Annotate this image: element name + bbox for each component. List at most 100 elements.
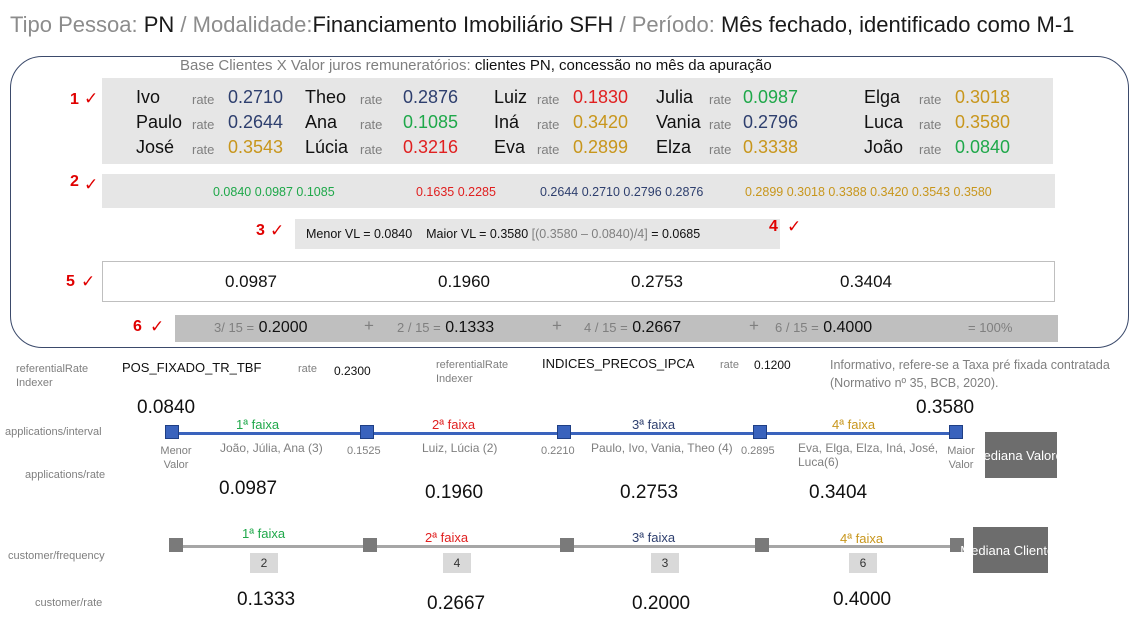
sorted-panel [102, 174, 1055, 208]
client-rate-label: rate [709, 142, 732, 157]
clients-panel [102, 78, 1053, 164]
check-icon: ✓ [270, 221, 285, 240]
frequency-marker [363, 538, 377, 552]
cust-rate-4: 0.4000 [833, 589, 892, 610]
client-rate-label: rate [919, 117, 942, 132]
medians-panel [102, 261, 1055, 302]
sorted-group-navy: 0.2644 0.2710 0.2796 0.2876 [540, 185, 704, 199]
header-value-periodo: Mês fechado, identificado como M-1 [720, 12, 1075, 37]
client-rate-label: rate [360, 92, 383, 107]
sorted-group-green: 0.0840 0.0987 0.1085 [213, 185, 335, 199]
indexer-value-left: POS_FIXADO_TR_TBF [122, 360, 262, 375]
cut-value-2: 0.2210 [541, 445, 575, 457]
indexer-label-right: referentialRate Indexer [436, 359, 509, 385]
client-name: Eva [494, 137, 526, 157]
client-rate-value: 0.3580 [955, 112, 1011, 132]
indexer-rate-right: 0.1200 [754, 358, 791, 372]
client-rate-value: 0.3420 [573, 112, 629, 132]
max-label: Maior Valor [947, 445, 975, 471]
steps-frame [10, 56, 1129, 348]
client-rate-value: 0.2710 [228, 87, 284, 107]
cut-value-3: 0.2895 [741, 445, 775, 457]
indexer-label-left: referentialRate Indexer [16, 363, 89, 389]
base-subtitle: Base Clientes X Valor juros remuneratóri… [180, 57, 772, 74]
proportion-fraction: 6 / 15 = [775, 320, 819, 335]
proportion-fraction: 4 / 15 = [584, 320, 628, 335]
sorted-values: 0.2899 0.3018 0.3388 0.3420 0.3543 0.358… [745, 185, 992, 199]
sorted-group-red: 0.1635 0.2285 [416, 185, 496, 199]
client-rate-value: 0.2796 [743, 112, 799, 132]
header-key-periodo: Período: [631, 12, 715, 37]
interval-marker [165, 425, 179, 439]
step-number-6: 6 [133, 318, 142, 335]
step-number-2: 2 [70, 173, 79, 190]
client-name: Ivo [136, 87, 161, 107]
interval-marker [557, 425, 571, 439]
client-rate-label: rate [192, 92, 215, 107]
client-rate-label: rate [537, 92, 560, 107]
cust-rate-2: 0.2667 [427, 593, 486, 614]
client-rate-label: rate [919, 142, 942, 157]
median-value-4: 0.3404 [840, 272, 892, 291]
max-value-text: Maior VL = 0.3580 [426, 227, 529, 241]
client-name: Luca [864, 112, 904, 132]
proportion-total: = 100% [968, 320, 1013, 335]
sorted-values: 0.1635 0.2285 [416, 185, 496, 199]
client-rate-value: 0.0987 [743, 87, 799, 107]
client-name: Iná [494, 112, 520, 132]
client-rate-label: rate [537, 142, 560, 157]
cut-value-1: 0.1525 [347, 445, 381, 457]
frequency-count: 3 [651, 553, 679, 573]
app-rate-1: 0.0987 [219, 478, 278, 499]
header-sep: / [180, 12, 187, 37]
client-name: Elga [864, 87, 901, 107]
band-name-3: 3ª faixa [632, 417, 676, 432]
proportion-fraction: 2 / 15 = [397, 320, 441, 335]
frequency-marker [755, 538, 769, 552]
indexer-rate-label-left: rate [298, 363, 317, 375]
app-rate-2: 0.1960 [425, 482, 484, 503]
client-name: Lúcia [305, 137, 349, 157]
client-rate-label: rate [360, 117, 383, 132]
client-name: Vania [656, 112, 701, 132]
interval-marker [360, 425, 374, 439]
band-name-2: 2ª faixa [432, 417, 476, 432]
band-name-1: 1ª faixa [236, 417, 280, 432]
client-name: José [136, 137, 175, 157]
indexer-rate-label-right: rate [720, 359, 739, 371]
client-name: João [864, 137, 904, 157]
proportion-value: 0.2000 [258, 319, 308, 336]
sorted-group-gold: 0.2899 0.3018 0.3388 0.3420 0.3543 0.358… [745, 185, 992, 199]
sorted-values: 0.0840 0.0987 0.1085 [213, 185, 335, 199]
cust-band-name-3: 3ª faixa [632, 530, 676, 545]
client-rate-label: rate [919, 92, 942, 107]
sorted-values: 0.2644 0.2710 0.2796 0.2876 [540, 185, 703, 199]
app-rate-3: 0.2753 [620, 482, 679, 503]
cust-band-name-1: 1ª faixa [242, 526, 286, 541]
median-value-3: 0.2753 [631, 272, 683, 291]
proportion-3: 4 / 15 = 0.2667 [584, 319, 681, 337]
min-label: Menor Valor [160, 445, 192, 471]
plus-sign: + [749, 316, 759, 335]
frequency-marker [169, 538, 183, 552]
header-sep: / [619, 12, 626, 37]
header-value-tipo: PN [143, 12, 175, 37]
band-clients-3: Paulo, Ivo, Vania, Theo (4) [591, 441, 733, 455]
proportion-1: 3/ 15 = 0.2000 [214, 319, 308, 337]
client-name: Ana [305, 112, 338, 132]
row-label-cust-rate: customer/rate [35, 597, 103, 609]
client-rate-value: 0.2899 [573, 137, 629, 157]
row-label-app-rate: applications/rate [25, 469, 106, 481]
cust-rate-1: 0.1333 [237, 589, 296, 610]
interval-result: = 0.0685 [651, 227, 701, 241]
interval-max: 0.3580 [916, 397, 975, 418]
median-values-box: Mediana Valores [973, 432, 1069, 478]
minmax-panel [295, 219, 780, 249]
min-value-text: Menor VL = 0.0840 [306, 227, 413, 241]
proportion-4: 6 / 15 = 0.4000 [775, 319, 872, 337]
proportions-panel [175, 315, 1058, 342]
header-value-modalidade: Financiamento Imobiliário SFH [312, 12, 614, 37]
client-rate-value: 0.3543 [228, 137, 284, 157]
proportion-value: 0.1333 [445, 319, 495, 336]
client-name: Theo [305, 87, 347, 107]
